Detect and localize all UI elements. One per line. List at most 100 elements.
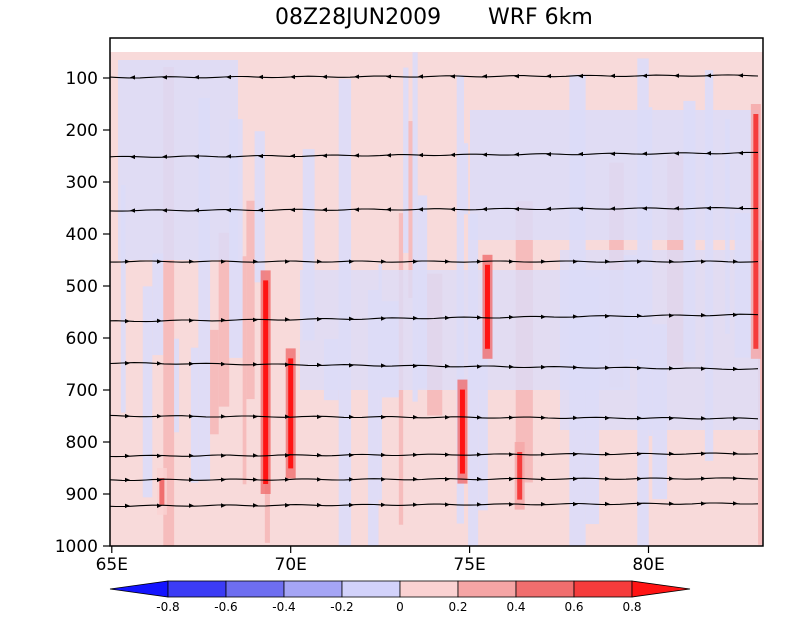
colorbar-segment	[225, 580, 285, 598]
streamline-arrow	[130, 208, 135, 213]
streamline-arrow	[509, 364, 514, 370]
y-tick-label: 1000	[55, 537, 98, 557]
streamline-arrow	[189, 361, 194, 366]
streamline-arrow	[349, 316, 354, 322]
streamline-arrow	[477, 315, 482, 320]
colorbar-label: -0.8	[156, 600, 179, 614]
streamline-arrow	[733, 366, 738, 372]
x-axis: 65E 70E 75E 80E	[96, 546, 665, 575]
streamline-arrow	[189, 453, 194, 458]
streamline-arrow	[349, 259, 354, 264]
streamline-arrow	[610, 206, 615, 211]
streamline-arrow	[317, 316, 322, 322]
streamline-arrow	[514, 152, 519, 157]
streamline-arrow	[482, 74, 487, 79]
streamline-arrow	[477, 415, 482, 420]
streamline-arrow	[674, 206, 679, 211]
streamline-arrow	[642, 73, 647, 78]
y-tick-label: 200	[66, 121, 98, 141]
field-streak	[517, 452, 523, 500]
streamline-arrow	[706, 73, 711, 78]
field-patch	[163, 67, 175, 546]
streamline-arrow	[189, 259, 194, 264]
streamline-arrow	[349, 363, 354, 368]
streamline-arrow	[349, 452, 354, 458]
streamline-arrow	[125, 318, 130, 324]
streamline-arrow	[669, 476, 674, 481]
streamline-arrow	[125, 503, 130, 509]
streamline-arrow	[701, 366, 706, 371]
streamline-arrow	[669, 366, 674, 371]
streamline-arrow	[125, 413, 130, 419]
colorbar-arrow-high	[631, 580, 691, 598]
field-patch	[246, 200, 255, 400]
streamline-arrow	[477, 452, 482, 457]
field-patch	[120, 184, 126, 413]
streamline-arrow	[418, 74, 423, 79]
streamline-arrow	[637, 501, 642, 507]
streamline-arrow	[477, 502, 482, 507]
streamline-arrow	[226, 154, 231, 159]
streamline-arrow	[482, 152, 487, 157]
streamline-arrow	[738, 73, 743, 78]
streamline-arrow	[317, 477, 322, 482]
chart-title-date: 08Z28JUN2009	[275, 5, 441, 30]
y-tick-label: 900	[66, 485, 98, 505]
streamline-arrow	[669, 259, 674, 264]
streamline-arrow	[445, 476, 450, 482]
streamline-arrow	[157, 414, 162, 419]
streamline-arrow	[605, 476, 610, 481]
streamline-arrow	[258, 153, 263, 159]
streamline-arrow	[349, 477, 354, 482]
field-patch	[174, 338, 180, 433]
streamline-arrow	[509, 502, 514, 507]
streamline-arrow	[733, 416, 738, 421]
streamline-arrow	[285, 259, 290, 264]
streamline-arrow	[253, 362, 258, 367]
streamline-arrow	[317, 414, 322, 420]
streamline-arrow	[349, 502, 354, 508]
streamline-arrow	[509, 259, 514, 264]
streamline-arrow	[253, 259, 258, 264]
streamline-arrow	[157, 361, 162, 366]
colorbar-label: 0	[396, 600, 404, 614]
streamline-arrow	[221, 317, 226, 323]
streamline-arrow	[733, 259, 738, 264]
streamline-arrow	[226, 74, 231, 80]
streamline-arrow	[189, 414, 194, 419]
streamline-arrow	[253, 477, 258, 482]
streamline-arrow	[733, 476, 738, 481]
streamline-arrow	[285, 317, 290, 322]
streamline-arrow	[125, 259, 130, 264]
streamline-arrow	[386, 207, 391, 212]
field-patch	[758, 240, 763, 545]
streamline-arrow	[354, 207, 359, 212]
colorbar-label: -0.6	[214, 600, 237, 614]
streamline-arrow	[514, 73, 519, 79]
field-streak	[263, 280, 269, 484]
streamline-arrow	[605, 415, 610, 421]
streamline-arrow	[253, 317, 258, 323]
streamline-arrow	[285, 414, 290, 419]
streamline-arrow	[674, 73, 679, 78]
x-tick-label: 75E	[453, 555, 485, 575]
colorbar-segment	[341, 580, 401, 598]
colorbar-label: -0.4	[272, 600, 295, 614]
streamline-arrow	[477, 364, 482, 369]
field-streak	[159, 478, 165, 505]
streamline-arrow	[162, 154, 167, 159]
streamline-arrow	[637, 365, 642, 371]
streamline	[110, 477, 759, 482]
streamline	[110, 74, 759, 79]
field-patch	[560, 250, 760, 430]
streamline-arrow	[637, 259, 642, 264]
streamline-arrow	[125, 453, 130, 459]
streamline-arrow	[605, 313, 610, 319]
streamline-arrow	[290, 153, 295, 159]
streamline-arrow	[157, 259, 162, 264]
y-tick-label: 300	[66, 173, 98, 193]
field-patch	[464, 143, 469, 215]
streamline-arrow	[285, 453, 290, 458]
colorbar-label: 0.2	[448, 600, 467, 614]
streamline-arrow	[386, 153, 391, 158]
